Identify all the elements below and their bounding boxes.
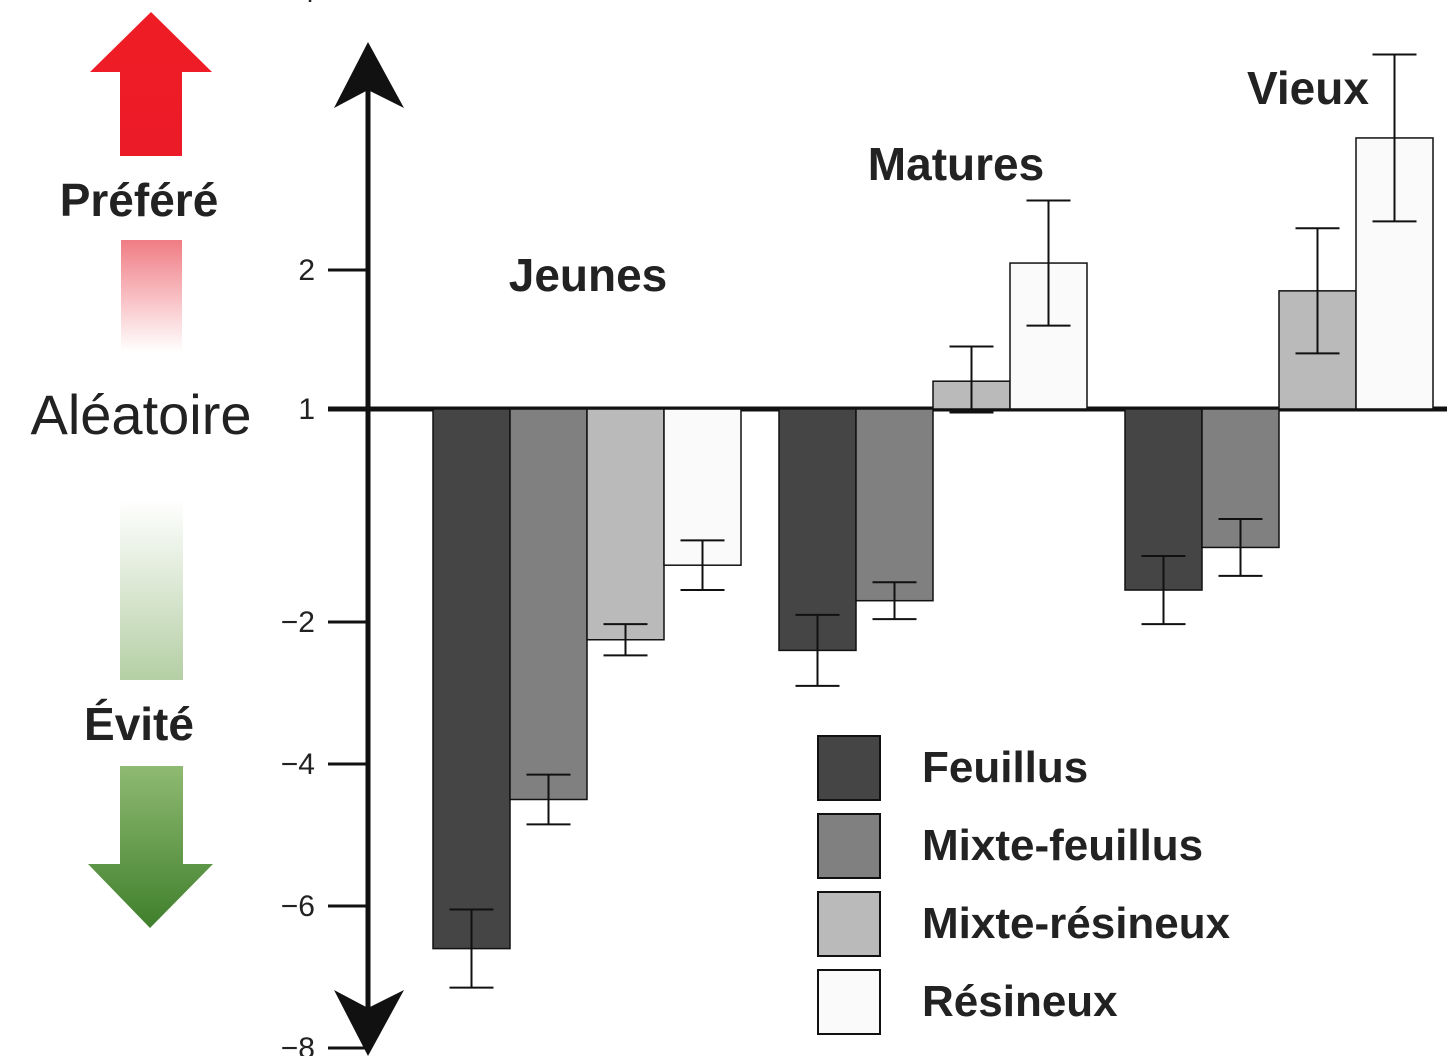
- y-tick-label: −8: [281, 1032, 315, 1056]
- legend-swatch: [817, 969, 881, 1035]
- y-tick-label: 4: [298, 0, 315, 9]
- random-label: Aléatoire: [30, 383, 251, 446]
- error-bar: [1295, 227, 1340, 355]
- error-bar: [680, 539, 725, 592]
- error-bar: [949, 345, 994, 414]
- preferred-fade-bar: [121, 240, 182, 352]
- legend-label: Mixte-feuillus: [922, 821, 1203, 870]
- error-bar: [449, 908, 494, 989]
- bar-mixte-r-sineux: [586, 408, 665, 641]
- y-tick-label: −4: [281, 748, 315, 781]
- side-scale: Préféré Aléatoire Évité: [30, 12, 252, 928]
- error-bar: [1218, 518, 1263, 577]
- arrow-down-icon: [88, 766, 213, 928]
- y-tick-label: 2: [298, 254, 315, 287]
- y-tick-label: −6: [281, 890, 315, 923]
- error-bar: [603, 623, 648, 657]
- bar-mixte-feuillus: [509, 408, 588, 801]
- preferred-label: Préféré: [60, 174, 219, 226]
- group-label-jeunes: Jeunes: [509, 249, 668, 301]
- avoided-fade-bar: [120, 500, 183, 680]
- legend-swatch: [817, 735, 881, 801]
- y-tick-label: 1: [298, 393, 315, 426]
- error-bar: [1141, 554, 1186, 626]
- error-bar: [795, 613, 840, 687]
- bars: [432, 53, 1434, 989]
- legend-label: Feuillus: [922, 743, 1088, 792]
- arrow-up-icon: [90, 12, 212, 156]
- group-label-vieux: Vieux: [1247, 62, 1369, 114]
- bar-mixte-feuillus: [855, 408, 934, 602]
- bar-r-sineux: [663, 408, 742, 566]
- bar-feuillus: [432, 408, 511, 950]
- legend-label: Résineux: [922, 977, 1118, 1026]
- y-axis: [334, 42, 404, 1056]
- legend-swatch: [817, 891, 881, 957]
- y-tick-label: −2: [281, 606, 315, 639]
- error-bar: [1372, 53, 1417, 223]
- legend-swatch: [817, 813, 881, 879]
- y-axis-top-arrow-icon: [334, 42, 404, 108]
- y-axis-bottom-arrow-icon: [334, 990, 404, 1056]
- y-ticks: 4 2 1 −2 −4 −6 −8: [281, 0, 368, 1056]
- legend-label: Mixte-résineux: [922, 899, 1231, 948]
- bar-feuillus: [778, 408, 857, 652]
- group-labels: Jeunes Matures Vieux: [509, 62, 1370, 301]
- legend: Feuillus Mixte-feuillus Mixte-résineux Rési…: [817, 735, 1231, 1035]
- error-bar: [1026, 199, 1071, 327]
- avoided-label: Évité: [84, 698, 194, 750]
- error-bar: [872, 581, 917, 621]
- error-bar: [526, 773, 571, 826]
- group-label-matures: Matures: [868, 138, 1044, 190]
